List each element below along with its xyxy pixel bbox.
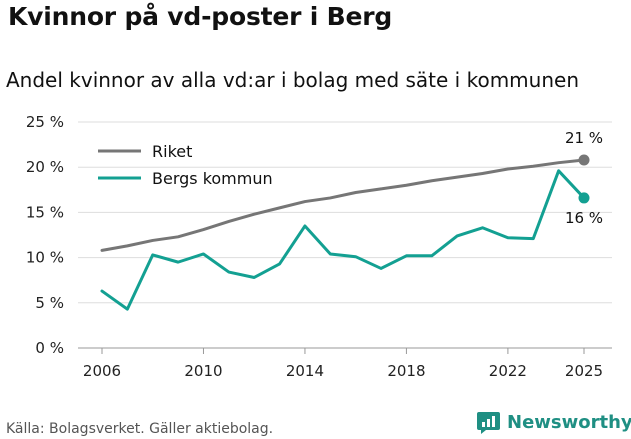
chart-subtitle: Andel kvinnor av alla vd:ar i bolag med … (6, 68, 579, 92)
y-tick-label-0: 0 % (35, 339, 64, 357)
series-layer (100, 154, 590, 311)
x-tick-label-2025: 2025 (565, 362, 603, 380)
x-tick-label-2006: 2006 (83, 362, 121, 380)
end-labels: 21 % 16 % (565, 129, 603, 227)
x-tick-label-2010: 2010 (184, 362, 222, 380)
x-axis-tick-labels: 2006 2010 2014 2018 2022 2025 (83, 348, 603, 380)
series-line-riket (100, 158, 586, 252)
y-tick-label-15: 15 % (26, 203, 64, 221)
chart-title: Kvinnor på vd-poster i Berg (8, 2, 393, 31)
end-marker-riket (578, 154, 590, 166)
y-tick-label-10: 10 % (26, 249, 64, 267)
legend: Riket Bergs kommun (98, 142, 273, 188)
series-line-berg (100, 169, 586, 311)
newsworthy-logo-icon (477, 411, 500, 434)
legend-label-riket: Riket (152, 142, 192, 161)
y-tick-label-25: 25 % (26, 113, 64, 131)
end-marker-berg (578, 192, 590, 204)
brand-name: Newsworthy (507, 411, 631, 433)
y-tick-label-5: 5 % (35, 294, 64, 312)
newsworthy-brand: Newsworthy (476, 408, 631, 436)
y-tick-label-20: 20 % (26, 158, 64, 176)
x-tick-label-2018: 2018 (387, 362, 425, 380)
legend-label-berg: Bergs kommun (152, 169, 273, 188)
x-tick-label-2022: 2022 (489, 362, 527, 380)
end-label-berg: 16 % (565, 209, 603, 227)
grid-layer (78, 121, 612, 349)
y-axis-tick-labels: 0 % 5 % 10 % 15 % 20 % 25 % (26, 113, 64, 357)
x-tick-label-2014: 2014 (286, 362, 324, 380)
source-note: Källa: Bolagsverket. Gäller aktiebolag. (6, 421, 274, 437)
end-label-riket: 21 % (565, 129, 603, 147)
